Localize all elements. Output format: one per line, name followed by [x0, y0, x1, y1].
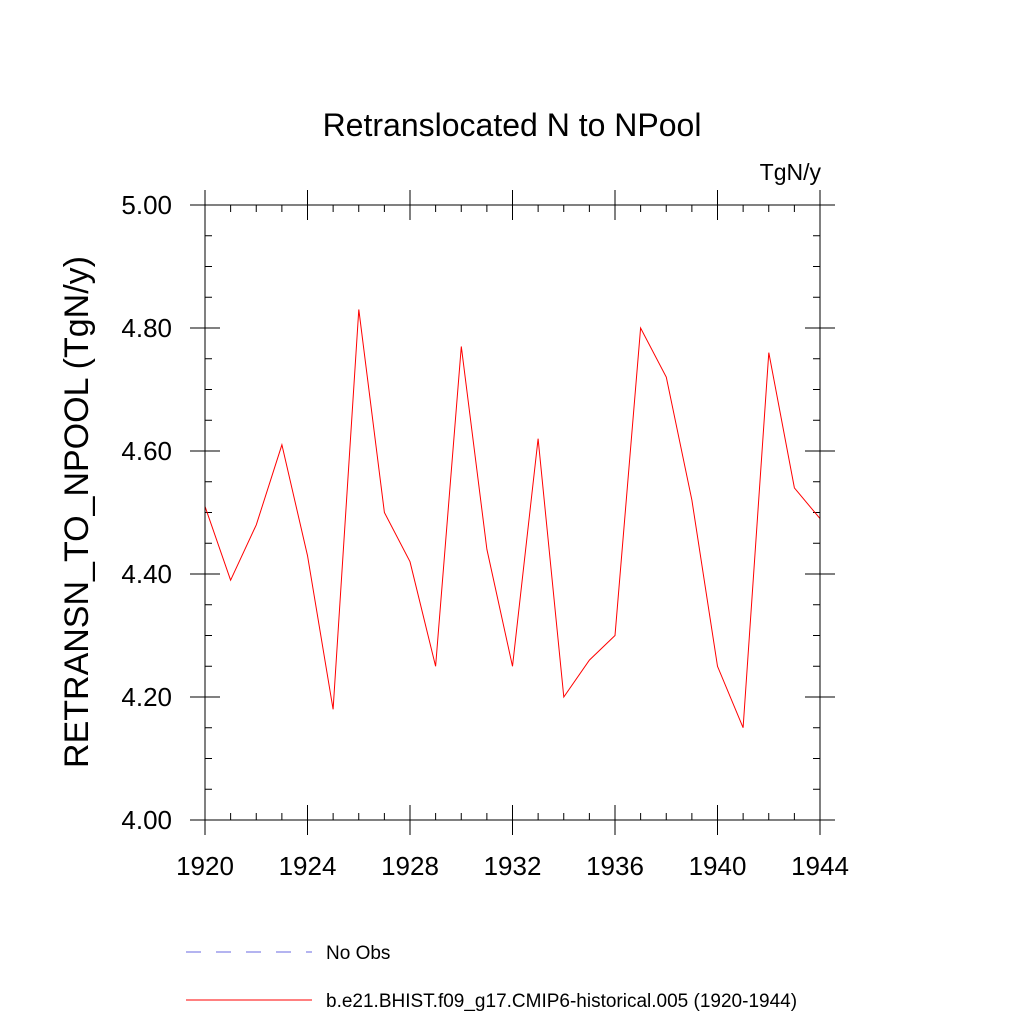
- y-tick-label: 4.40: [121, 559, 172, 589]
- major-ticks: [190, 190, 835, 835]
- legend-label: No Obs: [326, 943, 390, 964]
- y-axis-label: RETRANSN_TO_NPOOL (TgN/y): [58, 256, 96, 768]
- units-label: TgN/y: [760, 159, 822, 185]
- x-tick-label: 1932: [484, 851, 542, 881]
- x-tick-label: 1944: [791, 851, 849, 881]
- series-layer: [204, 309, 821, 728]
- x-tick-label: 1936: [586, 851, 644, 881]
- legend-label: b.e21.BHIST.f09_g17.CMIP6-historical.005…: [326, 991, 797, 1012]
- minor-ticks: [205, 205, 820, 820]
- y-tick-label: 5.00: [121, 190, 172, 220]
- y-tick-label: 4.60: [121, 436, 172, 466]
- x-tick-label: 1920: [176, 851, 234, 881]
- tick-labels: 1920 1924 1928 1932 1936 1940 1944 4.00 4.20 4.40…: [121, 190, 849, 881]
- series-line: [204, 309, 821, 728]
- plot-frame: [204, 204, 821, 821]
- legend: No Obs b.e21.BHIST.f09_g17.CMIP6-historic…: [186, 943, 797, 1012]
- x-tick-label: 1928: [381, 851, 439, 881]
- y-tick-label: 4.20: [121, 682, 172, 712]
- y-tick-label: 4.00: [121, 805, 172, 835]
- x-tick-label: 1924: [279, 851, 337, 881]
- x-tick-label: 1940: [689, 851, 747, 881]
- y-tick-label: 4.80: [121, 313, 172, 343]
- chart-title: Retranslocated N to NPool: [323, 107, 702, 143]
